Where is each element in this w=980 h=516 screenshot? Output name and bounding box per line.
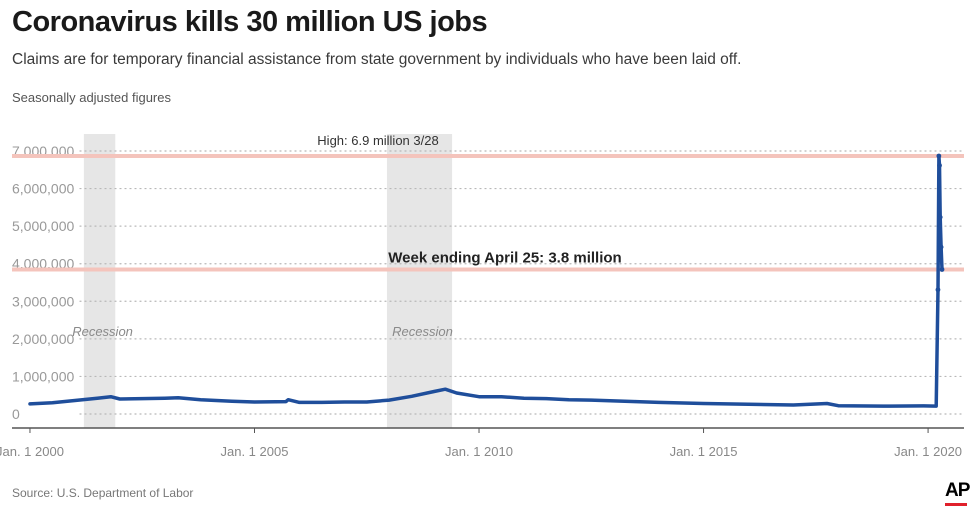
y-tick-label: 0 [12,406,20,422]
data-point [118,397,121,401]
ap-logo: AP [945,480,970,501]
data-point [935,287,941,293]
x-tick-label: Jan. 1 2000 [0,444,64,459]
claims-series-line [28,154,944,408]
data-point [634,400,638,403]
data-point [936,153,942,159]
data-point [432,390,436,393]
data-point [938,244,944,250]
data-point [922,404,925,408]
high-annotation: High: 6.9 million 3/28 [317,133,438,148]
data-point [837,404,840,407]
recession-band [83,134,116,428]
data-point [284,400,288,403]
recession-band [386,134,453,428]
chart-title: Coronavirus kills 30 million US jobs [12,6,488,38]
data-point [939,267,945,272]
x-tick-label: Jan. 1 2010 [445,444,513,459]
data-point [792,403,795,407]
data-point [934,404,938,408]
data-point [230,400,234,403]
data-point [455,391,458,395]
data-point [28,402,32,406]
source-note: Source: U.S. Department of Labor [12,486,194,500]
data-point [937,163,942,168]
data-point [286,398,290,401]
x-tick-label: Jan. 1 2020 [894,444,962,459]
data-point [500,395,503,398]
data-point [141,397,144,400]
data-point [298,401,301,404]
reference-line [12,267,964,272]
data-point [522,397,526,400]
data-point [747,403,750,406]
data-point [163,397,166,400]
data-point [444,388,447,391]
data-point [657,401,660,404]
data-point [199,398,202,401]
data-point [937,214,943,220]
data-point [702,402,705,405]
data-point [343,400,346,404]
data-point [109,395,112,398]
data-point [477,395,481,398]
latest-annotation: Week ending April 25: 3.8 million [388,250,621,267]
recession-label: Recession [392,324,453,339]
data-point [590,398,593,402]
data-point [881,404,885,408]
y-tick-label: 3,000,000 [12,293,74,309]
y-tick-label: 2,000,000 [12,331,74,347]
data-point [567,398,571,401]
data-point [320,401,324,404]
data-point [612,399,615,403]
data-point [388,398,391,402]
recession-label: Recession [72,324,133,339]
x-tick-label: Jan. 1 2005 [221,444,289,459]
y-tick-label: 5,000,000 [12,218,74,234]
data-point [176,396,180,400]
data-point [410,395,413,398]
data-point [96,397,99,400]
data-point [365,400,368,404]
data-point [73,399,77,402]
data-point [545,397,548,400]
data-point [825,402,829,405]
data-point [253,400,256,404]
seasonal-note: Seasonally adjusted figures [12,90,171,105]
y-tick-label: 1,000,000 [12,368,74,384]
y-tick-label: 6,000,000 [12,181,74,197]
chart-subtitle: Claims are for temporary financial assis… [12,51,742,68]
x-tick-label: Jan. 1 2015 [670,444,738,459]
reference-line [12,153,964,158]
ap-logo-accent [945,503,967,506]
data-point [51,401,54,404]
